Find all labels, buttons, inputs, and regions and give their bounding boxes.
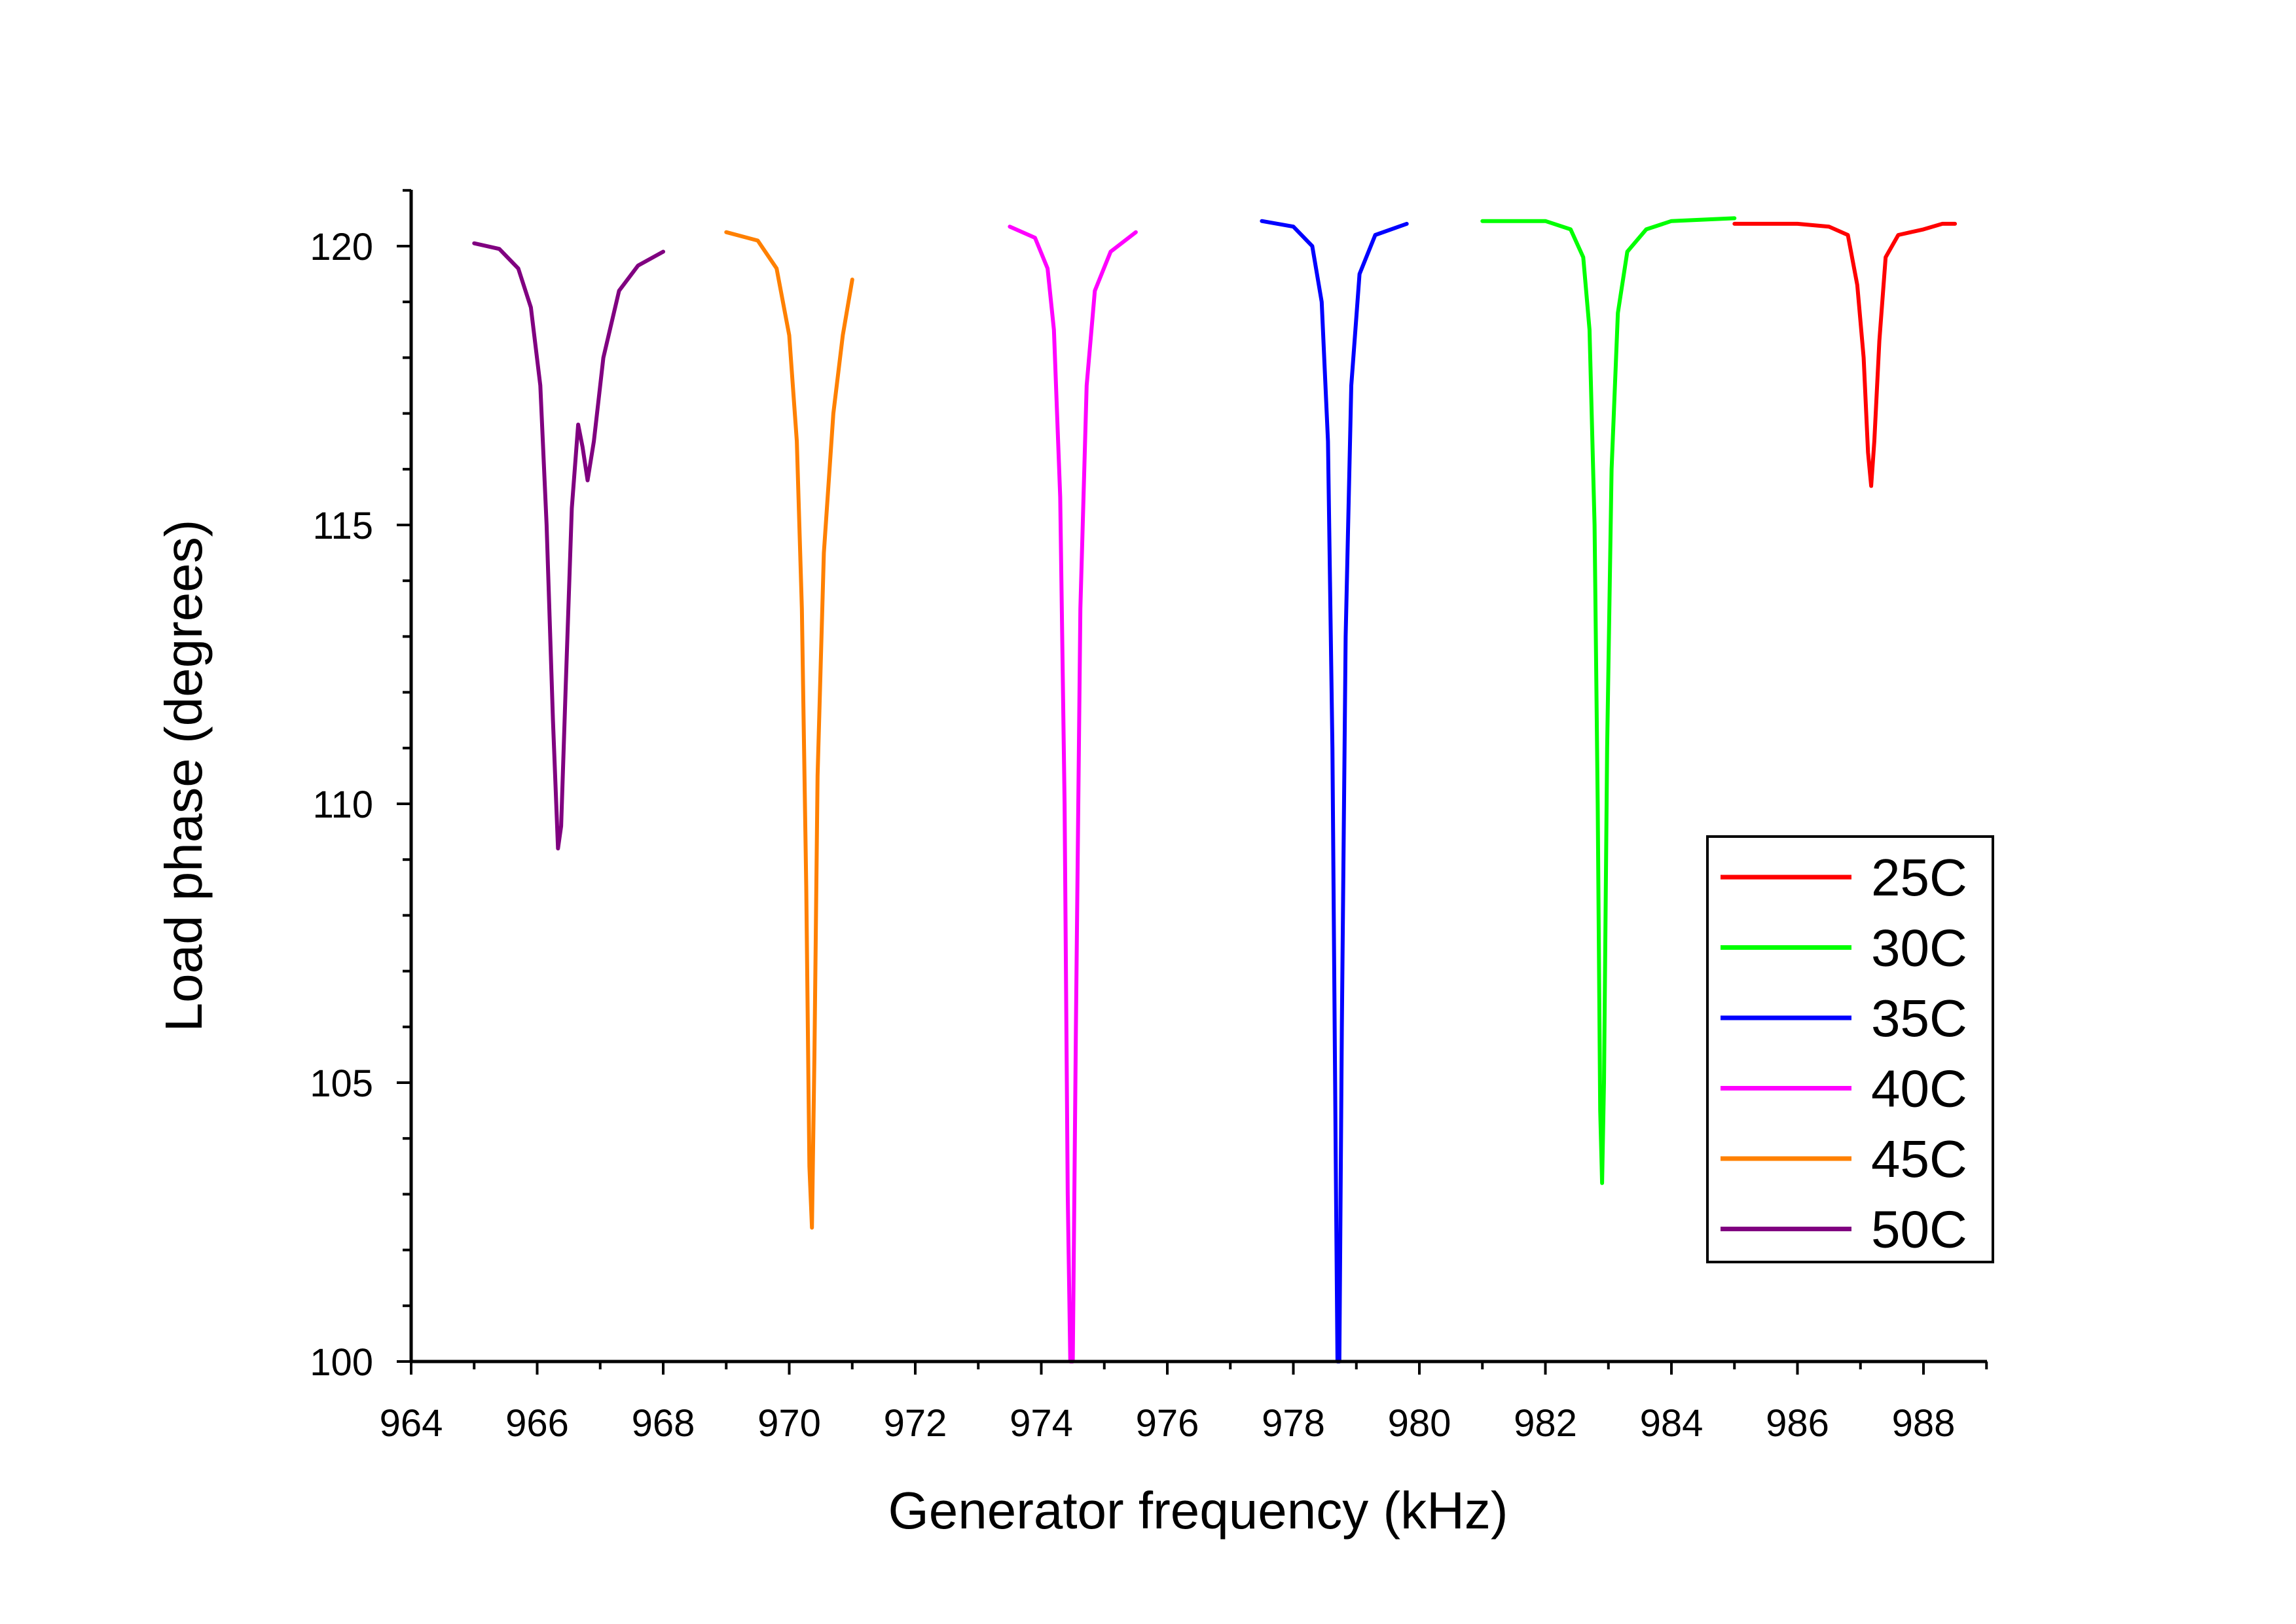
series-line-25C	[1732, 221, 1958, 488]
y-tick-label: 110	[313, 784, 373, 826]
series-line-35C	[1260, 219, 1409, 1363]
x-tick-label: 972	[884, 1402, 947, 1445]
legend: 25C 30C 35C 40C 45C 50C	[1706, 835, 1994, 1263]
legend-label-40C: 40C	[1871, 1060, 1967, 1118]
legend-label-25C: 25C	[1871, 848, 1967, 907]
legend-items: 25C 30C 35C 40C 45C 50C	[1721, 848, 1967, 1259]
y-axis-title: Load phase (degrees)	[155, 520, 213, 1032]
x-tick-label: 980	[1388, 1402, 1451, 1445]
x-tick-label: 968	[632, 1402, 695, 1445]
y-tick-label: 120	[310, 226, 373, 268]
x-tick-label: 964	[380, 1402, 443, 1445]
ticks-layer: 964 966 968 970 972 974 976 978 980 982 984 986 988 1…	[310, 189, 1988, 1445]
x-tick-label: 988	[1892, 1402, 1956, 1445]
x-tick-label: 970	[757, 1402, 821, 1445]
legend-label-45C: 45C	[1871, 1130, 1967, 1188]
series-line-40C	[1008, 225, 1138, 1363]
legend-label-50C: 50C	[1871, 1200, 1967, 1259]
x-tick-label: 986	[1766, 1402, 1829, 1445]
y-tick-label: 100	[310, 1341, 373, 1384]
legend-label-35C: 35C	[1871, 989, 1967, 1047]
legend-label-30C: 30C	[1871, 919, 1967, 977]
series-line-30C	[1480, 216, 1737, 1185]
x-tick-label: 984	[1640, 1402, 1704, 1445]
x-axis-title: Generator frequency (kHz)	[888, 1481, 1508, 1540]
x-tick-label: 978	[1262, 1402, 1325, 1445]
series-line-45C	[724, 230, 854, 1230]
x-tick-label: 974	[1010, 1402, 1073, 1445]
series-line-50C	[472, 241, 665, 851]
legend-box	[1706, 835, 1994, 1263]
x-tick-label: 976	[1136, 1402, 1199, 1445]
x-tick-label: 966	[505, 1402, 569, 1445]
y-tick-label: 115	[313, 505, 373, 547]
y-tick-label: 105	[310, 1062, 373, 1105]
x-tick-label: 982	[1514, 1402, 1577, 1445]
